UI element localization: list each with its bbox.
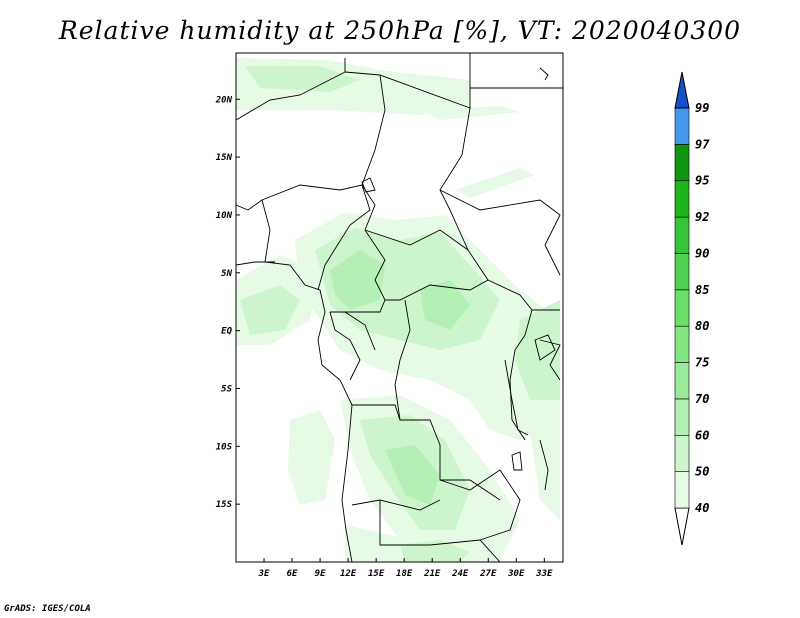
lon-tick-label: 18E [396,569,413,579]
colorbar-segment [674,216,690,254]
lat-tick-label: 5N [221,269,232,279]
colorbar-over-triangle [674,71,690,109]
lon-tick-label: 30E [507,569,525,579]
coastline-gulf-of-guinea [236,261,275,266]
colorbar-segment [674,253,690,291]
colorbar-under-triangle [674,507,690,546]
border-south-sudan [439,189,561,276]
humid-streak-east-2 [455,168,535,198]
lat-tick-label: 15N [216,153,233,163]
lake-malawi [539,439,549,491]
humid-patch-atlantic-south [288,410,335,505]
colorbar: 40 50 60 70 75 80 85 90 92 95 97 99 [674,71,710,546]
border-mali-niger [236,58,346,121]
colorbar-segment [674,434,690,472]
border-drc-east [487,279,533,441]
lat-tick-label: 5S [221,384,232,394]
lat-tick-label: 10S [216,442,233,452]
border-southern [379,500,501,562]
lat-tick-label: 10N [216,211,233,221]
colorbar-label: 40 [695,501,709,515]
border-angola [351,404,441,511]
border-zambia [439,469,521,541]
colorbar-label: 92 [695,210,709,224]
humid-region-central-core-1 [330,250,385,310]
longitude-ticks: 3E 6E 9E 12E 15E 18E 21E 24E 27E 30E 33E [258,558,553,579]
humid-patch-southern-edge-core [400,540,470,562]
lon-tick-label: 6E [287,569,298,579]
border-niger-chad [361,74,386,231]
country-borders [236,53,563,562]
colorbar-label: 80 [695,319,709,333]
border-congo-gabon [329,311,376,381]
colorbar-label: 70 [695,392,709,406]
colorbar-segment [674,180,690,218]
humid-patch-west-coast-core [240,285,300,335]
lat-tick-label: EQ [221,327,232,337]
coastline-west-africa [236,199,353,562]
lake-tanganyika [504,359,529,436]
border-drc-north [394,299,501,501]
lat-tick-label: 20N [215,95,233,105]
colorbar-label: 60 [695,428,709,442]
colorbar-segment [674,107,690,145]
lon-tick-label: 33E [535,569,553,579]
humid-region-south-core [385,445,440,505]
lon-tick-label: 27E [479,569,497,579]
lon-tick-label: 24E [451,569,469,579]
lon-tick-label: 3E [258,569,270,579]
border-nigeria [261,184,371,291]
humid-streak-east-1 [420,106,520,120]
colorbar-segment [674,289,690,327]
colorbar-label: 99 [695,101,709,115]
humid-patch-southeast [530,420,560,520]
colorbar-segment [674,471,690,509]
lon-tick-label: 12E [340,569,357,579]
colorbar-label: 75 [695,356,709,370]
border-east-africa [532,309,561,381]
colorbar-segment [674,398,690,436]
colorbar-label: 90 [695,246,709,260]
lat-tick-label: 15S [216,500,233,510]
humid-band-sahel-north-core [245,66,360,92]
lon-tick-label: 9E [315,569,326,579]
lake-victoria [534,334,556,361]
colorbar-label: 85 [695,283,709,297]
map-title: Relative humidity at 250hPa [%], VT: 202… [58,16,742,45]
lake-chad [361,177,376,193]
lon-tick-label: 21E [423,569,441,579]
lake-mweru [511,451,523,471]
lon-tick-label: 15E [368,569,385,579]
colorbar-segment [674,325,690,363]
latitude-ticks: 20N 15N 10N 5N EQ 5S 10S 15S [215,95,240,510]
humidity-field [236,58,560,562]
grads-credit: GrADS: IGES/COLA [4,604,91,614]
humid-region-central-core-2 [420,280,470,330]
colorbar-segment [674,144,690,182]
colorbar-label: 97 [695,137,710,151]
border-niger-libya [344,53,471,109]
colorbar-segment [674,362,690,400]
map-frame [235,52,564,563]
coast-northeast [539,67,549,81]
colorbar-label: 95 [695,174,709,188]
colorbar-label: 50 [695,465,709,479]
